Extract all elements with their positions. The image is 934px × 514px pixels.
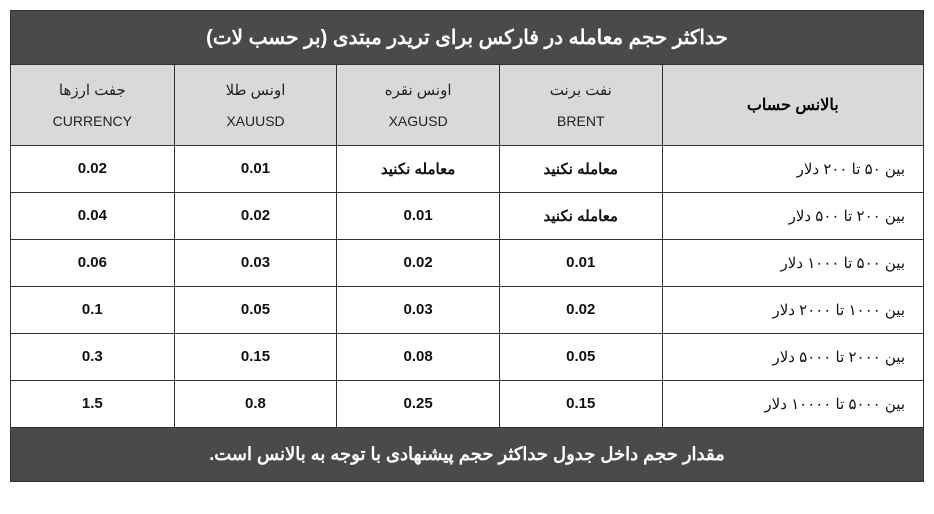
xau-cell: 0.05 — [174, 287, 337, 333]
xau-cell: 0.02 — [174, 193, 337, 239]
xau-cell: 0.01 — [174, 146, 337, 192]
header-xag-top: اونس نقره — [345, 81, 491, 99]
header-xau-top: اونس طلا — [183, 81, 329, 99]
xau-cell: 0.03 — [174, 240, 337, 286]
table-row: بین ۵۰ تا ۲۰۰ دلار معامله نکنید معامله ن… — [11, 146, 923, 193]
header-xag-sub: XAGUSD — [345, 113, 491, 129]
balance-cell: بین ۵۰۰ تا ۱۰۰۰ دلار — [662, 240, 923, 286]
balance-cell: بین ۲۰۰ تا ۵۰۰ دلار — [662, 193, 923, 239]
table-header-row: بالانس حساب نفت برنت BRENT اونس نقره XAG… — [11, 65, 923, 146]
brent-cell: 0.01 — [499, 240, 662, 286]
balance-cell: بین ۵۰ تا ۲۰۰ دلار — [662, 146, 923, 192]
currency-cell: 0.02 — [11, 146, 174, 192]
currency-cell: 0.06 — [11, 240, 174, 286]
table-row: بین ۵۰۰ تا ۱۰۰۰ دلار 0.01 0.02 0.03 0.06 — [11, 240, 923, 287]
header-brent-sub: BRENT — [508, 113, 654, 129]
currency-cell: 0.3 — [11, 334, 174, 380]
balance-cell: بین ۵۰۰۰ تا ۱۰۰۰۰ دلار — [662, 381, 923, 427]
header-xau-sub: XAUUSD — [183, 113, 329, 129]
header-currency-top: جفت ارزها — [19, 81, 166, 99]
table-row: بین ۲۰۰۰ تا ۵۰۰۰ دلار 0.05 0.08 0.15 0.3 — [11, 334, 923, 381]
xag-cell: 0.02 — [336, 240, 499, 286]
header-xag: اونس نقره XAGUSD — [336, 65, 499, 145]
header-xau: اونس طلا XAUUSD — [174, 65, 337, 145]
header-balance-label: بالانس حساب — [671, 95, 915, 115]
brent-cell: 0.15 — [499, 381, 662, 427]
currency-cell: 0.1 — [11, 287, 174, 333]
table-row: بین ۱۰۰۰ تا ۲۰۰۰ دلار 0.02 0.03 0.05 0.1 — [11, 287, 923, 334]
currency-cell: 1.5 — [11, 381, 174, 427]
header-brent-top: نفت برنت — [508, 81, 654, 99]
forex-lot-table: حداکثر حجم معامله در فارکس برای تریدر مب… — [10, 10, 924, 482]
xag-cell: 0.25 — [336, 381, 499, 427]
brent-cell: 0.02 — [499, 287, 662, 333]
xau-cell: 0.8 — [174, 381, 337, 427]
xag-cell: 0.08 — [336, 334, 499, 380]
table-row: بین ۵۰۰۰ تا ۱۰۰۰۰ دلار 0.15 0.25 0.8 1.5 — [11, 381, 923, 428]
balance-cell: بین ۱۰۰۰ تا ۲۰۰۰ دلار — [662, 287, 923, 333]
header-balance: بالانس حساب — [662, 65, 923, 145]
brent-cell: 0.05 — [499, 334, 662, 380]
header-brent: نفت برنت BRENT — [499, 65, 662, 145]
currency-cell: 0.04 — [11, 193, 174, 239]
balance-cell: بین ۲۰۰۰ تا ۵۰۰۰ دلار — [662, 334, 923, 380]
header-currency-sub: CURRENCY — [19, 113, 166, 129]
table-row: بین ۲۰۰ تا ۵۰۰ دلار معامله نکنید 0.01 0.… — [11, 193, 923, 240]
xag-cell: 0.03 — [336, 287, 499, 333]
table-footer: مقدار حجم داخل جدول حداکثر حجم پیشنهادی … — [11, 428, 923, 481]
header-currency: جفت ارزها CURRENCY — [11, 65, 174, 145]
brent-cell: معامله نکنید — [499, 193, 662, 239]
brent-cell: معامله نکنید — [499, 146, 662, 192]
xau-cell: 0.15 — [174, 334, 337, 380]
xag-cell: 0.01 — [336, 193, 499, 239]
table-title: حداکثر حجم معامله در فارکس برای تریدر مب… — [11, 11, 923, 65]
xag-cell: معامله نکنید — [336, 146, 499, 192]
